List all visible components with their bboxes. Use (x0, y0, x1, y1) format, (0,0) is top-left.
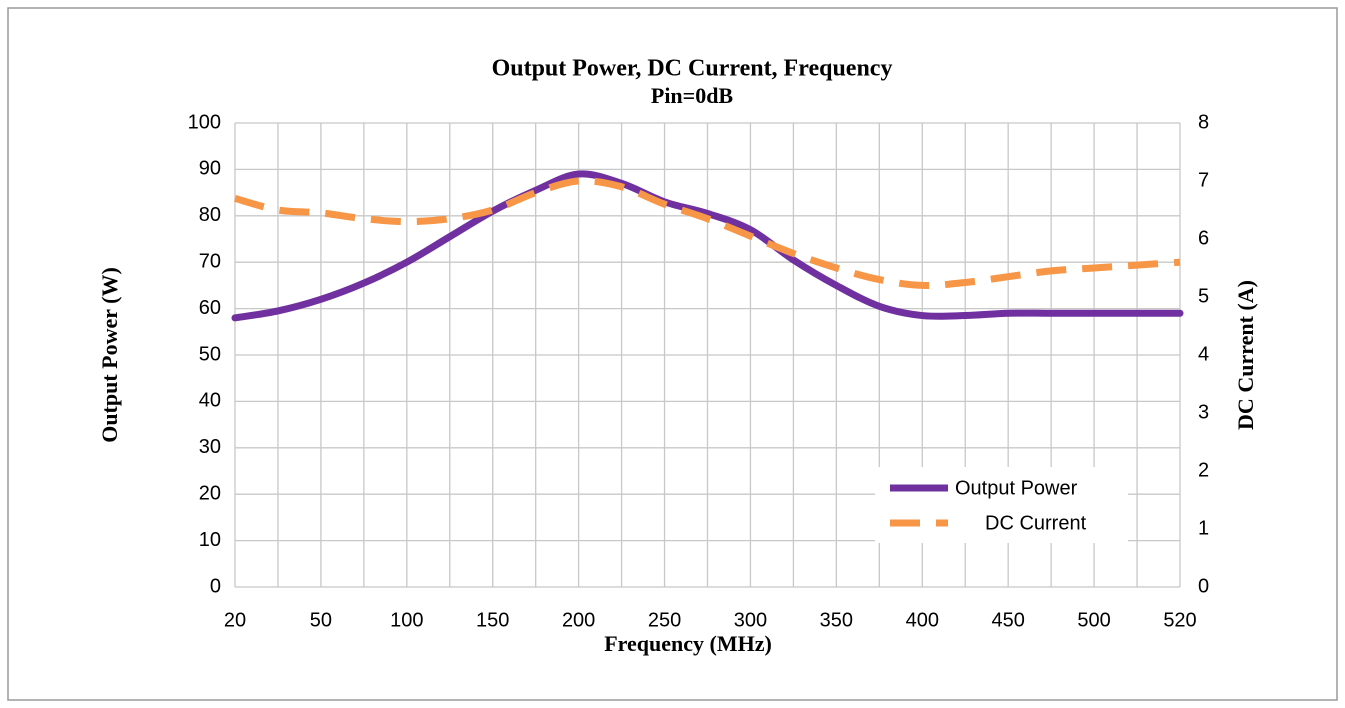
y2-tick-label: 2 (1198, 459, 1209, 481)
x-tick-label: 100 (390, 609, 423, 631)
x-tick-label: 400 (906, 609, 939, 631)
series-line (231, 170, 1184, 322)
x-axis-label: Frequency (MHz) (604, 631, 772, 656)
y2-axis-label: DC Current (A) (1233, 280, 1258, 430)
y-tick-label: 60 (199, 297, 221, 319)
chart-subtitle: Pin=0dB (651, 83, 734, 108)
x-tick-label: 200 (562, 609, 595, 631)
y-tick-label: 30 (199, 436, 221, 458)
y2-tick-label: 1 (1198, 517, 1209, 539)
legend-label: Output Power (955, 477, 1078, 499)
y2-tick-label: 3 (1198, 401, 1209, 423)
y-tick-label: 80 (199, 204, 221, 226)
x-tick-label: 50 (310, 609, 332, 631)
y-tick-label: 0 (210, 575, 221, 597)
y-tick-label: 100 (188, 111, 221, 133)
y-tick-label: 50 (199, 343, 221, 365)
chart-title: Output Power, DC Current, Frequency (492, 56, 893, 82)
legend-box (875, 467, 1128, 543)
legend-label: DC Current (985, 512, 1087, 534)
y2-tick-label: 5 (1198, 285, 1209, 307)
y-tick-label: 70 (199, 250, 221, 272)
x-tick-label: 350 (820, 609, 853, 631)
x-tick-label: 450 (991, 609, 1024, 631)
y-tick-label: 10 (199, 529, 221, 551)
series-line (234, 177, 1181, 289)
y2-tick-label: 7 (1198, 169, 1209, 191)
x-tick-label: 250 (648, 609, 681, 631)
y2-tick-label: 8 (1198, 111, 1209, 133)
x-tick-label: 500 (1077, 609, 1110, 631)
y-axis-label: Output Power (W) (97, 267, 122, 443)
y-tick-label: 90 (199, 158, 221, 180)
y-tick-label: 40 (199, 390, 221, 412)
y2-tick-label: 6 (1198, 227, 1209, 249)
x-tick-label: 150 (476, 609, 509, 631)
x-tick-label: 520 (1163, 609, 1196, 631)
y2-tick-label: 4 (1198, 343, 1209, 365)
y-tick-label: 20 (199, 482, 221, 504)
y2-tick-label: 0 (1198, 575, 1209, 597)
x-tick-label: 300 (734, 609, 767, 631)
x-tick-label: 20 (224, 609, 246, 631)
